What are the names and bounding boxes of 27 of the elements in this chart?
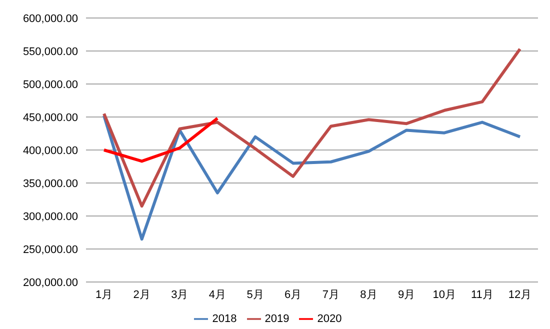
legend-label: 2018 — [212, 312, 237, 325]
x-tick-label: 5月 — [246, 288, 264, 301]
x-tick-label: 7月 — [322, 288, 340, 301]
x-tick-label: 2月 — [133, 288, 150, 301]
y-tick-label: 250,000.00 — [22, 244, 78, 256]
x-tick-label: 9月 — [398, 288, 416, 301]
y-tick-label: 350,000.00 — [22, 178, 78, 190]
y-tick-label: 300,000.00 — [22, 210, 78, 223]
x-tick-label: 4月 — [208, 288, 226, 301]
y-tick-label: 400,000.00 — [22, 144, 78, 157]
line-series — [102, 116, 219, 163]
x-tick-label: 11月 — [470, 288, 494, 301]
y-tick-label: 450,000.00 — [22, 112, 78, 124]
y-tick-label: 600,000.00 — [22, 12, 78, 25]
x-tick-label: 8月 — [360, 288, 378, 301]
y-tick-label: 550,000.00 — [22, 46, 78, 58]
y-tick-label: 500,000.00 — [22, 78, 78, 91]
line-series — [102, 114, 522, 241]
x-tick-label: 1月 — [95, 288, 113, 301]
x-tick-label: 12月 — [508, 288, 532, 301]
legend-label: 2020 — [317, 312, 342, 325]
line-series — [102, 48, 522, 208]
x-tick-label: 10月 — [432, 288, 456, 301]
x-tick-label: 3月 — [171, 288, 188, 301]
x-tick-label: 6月 — [284, 288, 302, 301]
y-tick-label: 200,000.00 — [22, 276, 78, 289]
legend-label: 2019 — [264, 312, 290, 325]
